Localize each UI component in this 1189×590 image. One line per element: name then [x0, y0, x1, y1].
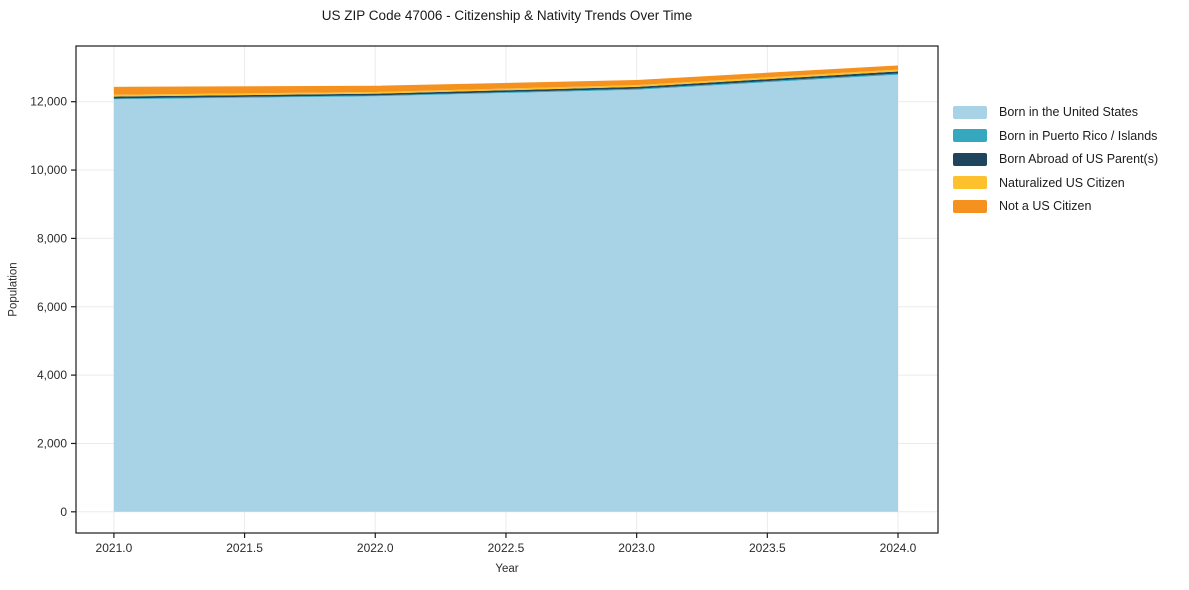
- legend-item: Born in Puerto Rico / Islands: [953, 129, 1158, 143]
- legend-label: Not a US Citizen: [999, 199, 1092, 213]
- y-tick-label: 10,000: [30, 163, 67, 177]
- x-tick-label: 2022.5: [488, 541, 525, 555]
- legend-label: Born in the United States: [999, 105, 1138, 119]
- x-tick-label: 2021.5: [226, 541, 263, 555]
- y-tick-label: 4,000: [37, 368, 67, 382]
- x-tick-label: 2023.5: [749, 541, 786, 555]
- area-series-4: [113, 65, 899, 95]
- legend-item: Naturalized US Citizen: [953, 176, 1158, 190]
- legend-item: Born Abroad of US Parent(s): [953, 152, 1158, 166]
- legend-label: Born Abroad of US Parent(s): [999, 152, 1159, 166]
- x-tick-label: 2022.0: [357, 541, 394, 555]
- chart-title: US ZIP Code 47006 - Citizenship & Nativi…: [321, 8, 693, 23]
- legend-label: Born in Puerto Rico / Islands: [999, 128, 1158, 143]
- y-tick-label: 0: [60, 505, 67, 519]
- y-axis-label: Population: [7, 262, 20, 317]
- legend-swatch-icon: [953, 105, 987, 119]
- y-tick-label: 12,000: [30, 95, 67, 109]
- legend-swatch-icon: [953, 176, 987, 189]
- plot-area-border: [75, 45, 939, 534]
- legend-swatch-icon: [953, 199, 987, 213]
- y-tick-label: 2,000: [37, 436, 67, 450]
- legend-item: Not a US Citizen: [953, 199, 1158, 213]
- legend-swatch-icon: [953, 129, 987, 142]
- legend-swatch-icon: [953, 152, 987, 166]
- legend: Born in the United States Born in Puerto …: [953, 105, 1158, 213]
- y-tick-label: 6,000: [37, 300, 67, 314]
- y-tick-label: 8,000: [37, 231, 67, 245]
- x-tick-label: 2024.0: [880, 541, 917, 555]
- legend-item: Born in the United States: [953, 105, 1158, 119]
- x-tick-label: 2021.0: [96, 541, 133, 555]
- area-series-0: [113, 74, 899, 512]
- area-series-2: [113, 71, 899, 99]
- legend-label: Naturalized US Citizen: [999, 175, 1125, 190]
- x-tick-label: 2023.0: [618, 541, 655, 555]
- x-axis-label: Year: [495, 563, 519, 575]
